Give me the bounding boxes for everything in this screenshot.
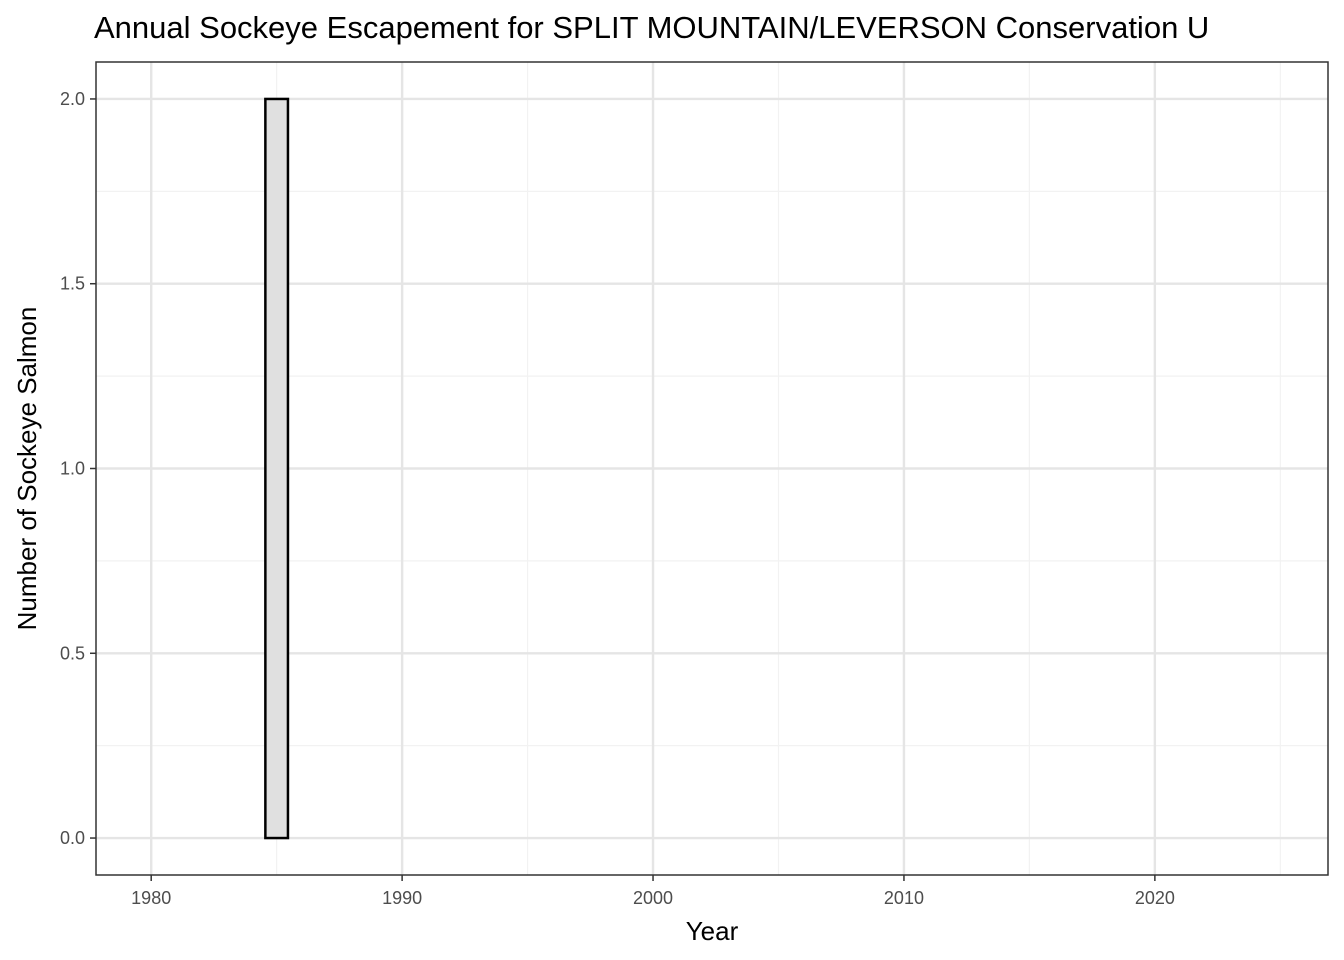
bars xyxy=(264,97,290,840)
y-tick-label: 1.5 xyxy=(60,274,85,294)
y-tick-label: 1.0 xyxy=(60,459,85,479)
x-tick-label: 2000 xyxy=(633,888,673,908)
chart-title: Annual Sockeye Escapement for SPLIT MOUN… xyxy=(94,10,1210,45)
x-axis-title: Year xyxy=(686,916,739,946)
y-tick-label: 0.5 xyxy=(60,643,85,663)
x-axis-ticks: 1980 1990 2000 2010 2020 xyxy=(131,875,1175,908)
x-tick-label: 2010 xyxy=(884,888,924,908)
x-tick-label: 1990 xyxy=(382,888,422,908)
y-axis-ticks: 0.0 0.5 1.0 1.5 2.0 xyxy=(60,89,96,848)
y-axis-title: Number of Sockeye Salmon xyxy=(12,307,42,631)
x-tick-label: 1980 xyxy=(131,888,171,908)
x-tick-label: 2020 xyxy=(1135,888,1175,908)
y-tick-label: 2.0 xyxy=(60,89,85,109)
bar-1985 xyxy=(264,97,290,840)
grid-lines xyxy=(96,62,1328,875)
y-tick-label: 0.0 xyxy=(60,828,85,848)
